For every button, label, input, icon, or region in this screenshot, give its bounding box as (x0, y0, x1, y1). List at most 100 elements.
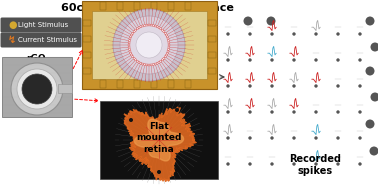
Bar (83, 52, 91, 58)
Circle shape (167, 40, 170, 42)
Circle shape (185, 158, 189, 162)
Circle shape (358, 136, 362, 140)
Circle shape (165, 34, 167, 36)
Text: Flat
mounted
retina: Flat mounted retina (136, 122, 182, 154)
Circle shape (292, 162, 296, 166)
Circle shape (366, 67, 375, 75)
Bar (208, 68, 216, 74)
Circle shape (243, 16, 253, 26)
Circle shape (358, 162, 362, 166)
Circle shape (168, 46, 170, 48)
Circle shape (226, 58, 230, 62)
Circle shape (166, 36, 168, 38)
Circle shape (336, 162, 340, 166)
Circle shape (270, 136, 274, 140)
Circle shape (17, 69, 57, 109)
Circle shape (314, 162, 318, 166)
Circle shape (129, 25, 169, 65)
Circle shape (128, 44, 130, 46)
Circle shape (248, 58, 252, 62)
Text: ●: ● (8, 20, 17, 30)
Circle shape (163, 31, 165, 33)
Text: Current Stimulus: Current Stimulus (18, 37, 77, 43)
Polygon shape (135, 119, 184, 161)
Circle shape (168, 42, 170, 44)
Circle shape (248, 162, 252, 166)
Bar (168, 80, 174, 88)
Circle shape (292, 32, 296, 36)
Bar (185, 80, 191, 88)
Bar (208, 20, 216, 26)
Text: 60ch bidirectional interface: 60ch bidirectional interface (60, 3, 234, 13)
Circle shape (248, 32, 252, 36)
Circle shape (292, 58, 296, 62)
Circle shape (358, 32, 362, 36)
Circle shape (175, 168, 179, 172)
Circle shape (156, 26, 158, 28)
Circle shape (336, 84, 340, 88)
Circle shape (314, 110, 318, 114)
Circle shape (292, 110, 296, 114)
Circle shape (135, 29, 136, 31)
Circle shape (131, 54, 133, 56)
Bar (58, 84, 72, 93)
Circle shape (358, 110, 362, 114)
Bar (2, 57, 72, 117)
Circle shape (142, 25, 144, 27)
Circle shape (152, 64, 154, 66)
Circle shape (336, 110, 340, 114)
Circle shape (226, 136, 230, 140)
Circle shape (136, 60, 138, 62)
Circle shape (129, 158, 133, 162)
Circle shape (129, 40, 130, 42)
FancyBboxPatch shape (0, 33, 82, 47)
Circle shape (336, 136, 340, 140)
Circle shape (167, 48, 170, 50)
Polygon shape (124, 107, 197, 181)
Circle shape (270, 110, 274, 114)
Circle shape (161, 59, 163, 61)
Circle shape (129, 48, 130, 50)
Circle shape (140, 26, 142, 28)
Circle shape (158, 27, 160, 29)
Circle shape (119, 138, 123, 142)
Circle shape (156, 62, 158, 64)
Bar (83, 20, 91, 26)
Bar (117, 80, 123, 88)
Circle shape (358, 58, 362, 62)
Circle shape (270, 32, 274, 36)
Text: Recorded
spikes: Recorded spikes (289, 154, 341, 176)
Circle shape (130, 52, 132, 54)
Bar (100, 2, 106, 10)
Circle shape (248, 84, 252, 88)
FancyBboxPatch shape (0, 18, 82, 33)
Circle shape (314, 58, 318, 62)
Circle shape (120, 16, 178, 74)
Circle shape (163, 57, 165, 59)
Circle shape (136, 28, 138, 30)
Circle shape (314, 136, 318, 140)
Circle shape (146, 64, 148, 66)
Circle shape (248, 136, 252, 140)
Circle shape (157, 106, 161, 110)
Circle shape (292, 136, 296, 140)
Circle shape (144, 64, 146, 66)
Bar (100, 101, 218, 179)
Circle shape (133, 57, 135, 59)
Circle shape (152, 24, 154, 26)
Circle shape (370, 146, 378, 156)
Text: ↯: ↯ (8, 35, 16, 45)
Circle shape (157, 170, 161, 174)
Circle shape (128, 46, 130, 48)
Circle shape (185, 118, 189, 122)
Bar (83, 36, 91, 42)
Bar (134, 80, 140, 88)
Circle shape (166, 52, 168, 54)
Bar (151, 80, 157, 88)
Circle shape (370, 43, 378, 51)
Circle shape (148, 24, 150, 26)
Circle shape (358, 84, 362, 88)
Text: rGO
electrode: rGO electrode (12, 54, 60, 73)
Circle shape (167, 38, 169, 40)
Circle shape (168, 44, 170, 46)
